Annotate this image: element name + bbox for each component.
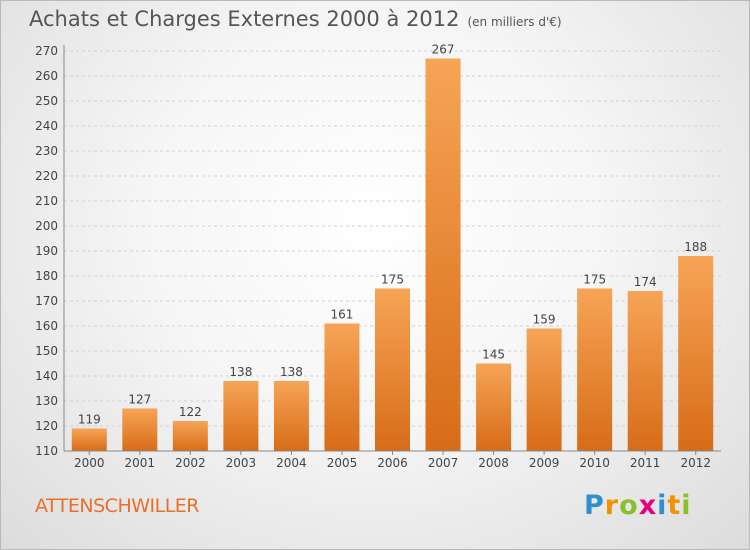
x-tick-label: 2003: [226, 456, 257, 470]
axes: 110 120 130 140 150 160 170 180 190 200 210 220 230 2…: [35, 44, 721, 470]
bar-value-label: 175: [583, 273, 606, 287]
y-tick-label: 180: [35, 269, 58, 283]
x-tick-label: 2004: [276, 456, 307, 470]
x-tick-label: 2000: [74, 456, 105, 470]
x-tick-label: 2012: [680, 456, 711, 470]
y-tick-label: 250: [35, 94, 58, 108]
proxiti-logo: Proxiti: [584, 490, 692, 521]
y-tick-label: 240: [35, 119, 58, 133]
bar: [678, 256, 714, 451]
bar: [425, 58, 461, 451]
y-tick-label: 230: [35, 144, 58, 158]
y-tick-label: 190: [35, 244, 58, 258]
bar-value-label: 161: [331, 308, 354, 322]
y-tick-label: 150: [35, 344, 58, 358]
bar: [172, 421, 208, 451]
x-tick-label: 2005: [327, 456, 358, 470]
y-tick-label: 110: [35, 444, 58, 458]
bar: [375, 288, 410, 451]
logo-letter: x: [638, 490, 658, 521]
bar: [627, 291, 663, 451]
y-tick-label: 210: [35, 194, 58, 208]
x-tick-label: 2010: [579, 456, 610, 470]
logo-letter: r: [604, 490, 620, 521]
bar: [223, 381, 259, 451]
y-tick-label: 160: [35, 319, 58, 333]
bar: [476, 363, 512, 451]
bar-value-label: 127: [128, 393, 151, 407]
y-tick-label: 140: [35, 369, 58, 383]
logo-letter: i: [657, 490, 668, 521]
bar-value-label: 145: [482, 348, 505, 362]
y-tick-label: 120: [35, 419, 58, 433]
bar-value-label: 267: [432, 43, 455, 57]
bar: [71, 428, 107, 451]
bar-value-label: 138: [280, 365, 303, 379]
bar: [122, 408, 158, 451]
y-tick-label: 220: [35, 169, 58, 183]
y-tick-label: 260: [35, 69, 58, 83]
x-tick-label: 2002: [175, 456, 206, 470]
bar: [324, 323, 360, 451]
y-tick-label: 170: [35, 294, 58, 308]
x-tick-label: 2007: [428, 456, 459, 470]
bar-value-label: 175: [381, 273, 404, 287]
bar-value-label: 174: [634, 275, 657, 289]
bar-value-label: 159: [533, 313, 556, 327]
chart-title: Achats et Charges Externes 2000 à 2012 (e…: [29, 7, 562, 31]
bar: [577, 288, 613, 451]
y-tick-label: 130: [35, 394, 58, 408]
logo-letter: i: [681, 490, 692, 521]
bar-value-label: 119: [78, 413, 101, 427]
chart-title-unit: (en milliers d'€): [467, 15, 562, 29]
x-tick-label: 2011: [630, 456, 661, 470]
x-tick-label: 2008: [478, 456, 509, 470]
bar-value-label: 138: [229, 365, 252, 379]
x-tick-label: 2009: [529, 456, 560, 470]
x-tick-label: 2006: [377, 456, 408, 470]
logo-letter: P: [584, 490, 605, 521]
bar-value-label: 188: [684, 240, 707, 254]
chart-title-main: Achats et Charges Externes 2000 à 2012: [29, 7, 460, 31]
logo-letter: o: [619, 490, 639, 521]
bars: 119 127 122 138 138 161 175 267 145 159 175 174 188: [71, 43, 714, 451]
bar-value-label: 122: [179, 405, 202, 419]
bar: [526, 328, 562, 451]
location-name: ATTENSCHWILLER: [35, 495, 200, 517]
logo-letter: t: [667, 490, 682, 521]
x-tick-label: 2001: [125, 456, 156, 470]
y-tick-label: 270: [35, 44, 58, 58]
y-tick-label: 200: [35, 219, 58, 233]
bar: [273, 381, 309, 451]
